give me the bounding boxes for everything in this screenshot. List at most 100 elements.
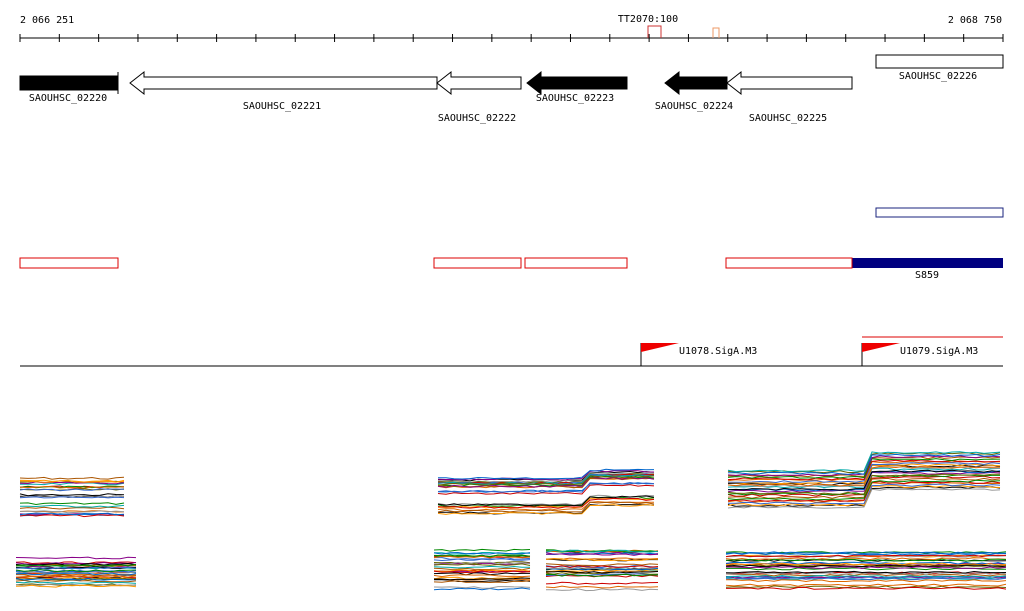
expression-line [433,586,531,589]
expression-line [19,479,125,483]
operon-box [725,257,853,269]
operon-box [19,257,119,269]
expression-line [15,575,137,578]
expression-line [725,561,1007,565]
expression-line [437,497,655,509]
expression-line [437,470,655,481]
gene [436,70,522,96]
promoter-label: U1078.SigA.M3 [679,346,757,357]
expression-line [20,504,125,508]
expression-line [433,548,531,552]
expression-line [725,558,1007,562]
expression-line [433,555,531,559]
expression-line [15,584,137,588]
expression-line [727,473,1000,495]
expression-line [727,479,1001,501]
expression-line [433,574,531,578]
expression-line [15,556,137,560]
expression-line [725,552,1007,556]
expression-line [15,572,137,576]
expression-line [433,580,531,584]
expression-line [545,573,659,577]
expression-line [725,564,1007,568]
expression-line [726,579,1007,583]
gene [664,70,728,96]
expression-line [545,570,659,574]
expression-line [19,476,125,480]
segment-bar [852,258,1003,268]
expression-line [545,549,659,553]
expression-line [19,488,125,492]
expression-line [437,501,655,513]
expression-line [725,574,1007,578]
expression-line [15,579,137,583]
expression-line [19,512,125,516]
expression-line [15,563,137,567]
expression-line [15,561,137,565]
expression-line [433,567,531,571]
ruler-end: 2 068 750 [948,15,1002,26]
terminator-mark [647,25,662,38]
expression-line [19,506,125,510]
expression-line [437,484,655,495]
expression-line [15,572,137,576]
expression-line [15,561,137,565]
expression-line [433,565,531,569]
expression-line [727,465,1001,487]
expression-line [727,466,1001,488]
expression-line [726,586,1007,590]
expression-line [727,462,1001,484]
expression-line [545,558,659,562]
expression-line [545,588,659,592]
segment-outline [875,207,1004,218]
expression-line [725,577,1007,581]
expression-line [727,488,1001,509]
expression-line [545,569,659,572]
expression-line [19,510,125,514]
expression-line [437,475,655,486]
dynamic: SAOUHSC_02220 SAOUHSC_02221 SAOUHSC_02222 S… [15,34,1007,592]
expression-line [433,561,531,565]
promoter-flag [862,343,900,352]
expression-line [19,502,125,506]
expression-line [15,577,137,581]
expression-line [545,573,659,577]
expression-line [433,551,531,555]
gene-label: SAOUHSC_02221 [243,101,321,112]
gene [526,70,628,96]
promoter-label: U1079.SigA.M3 [900,346,978,357]
expression-line [728,483,1001,505]
expression-line [19,486,125,489]
gene-label: SAOUHSC_02220 [29,93,107,104]
expression-line [19,496,125,499]
expression-line [725,583,1007,587]
expression-line [437,503,655,515]
expression-line [727,469,1001,491]
expression-line [433,577,531,581]
expression-line [725,573,1006,577]
expression-line [725,557,1007,561]
expression-line [437,481,655,493]
expression-line [15,581,137,585]
terminator-mark [712,27,720,38]
expression-line [433,563,531,566]
gene [726,70,853,96]
operon-box [433,257,522,269]
expression-line [725,562,1007,566]
expression-line [545,581,659,585]
operon-box [524,257,628,269]
expression-line [545,566,659,570]
expression-line [545,585,659,589]
expression-line [433,558,531,562]
expression-line [433,587,531,591]
gene [129,70,438,96]
expression-line [15,583,137,587]
expression-line [725,585,1007,589]
expression-line [726,566,1007,570]
expression-line [437,474,655,485]
expression-line [433,572,530,576]
expression-line [727,453,1001,475]
expression-line [15,569,137,573]
ruler-start: 2 066 251 [20,15,74,26]
